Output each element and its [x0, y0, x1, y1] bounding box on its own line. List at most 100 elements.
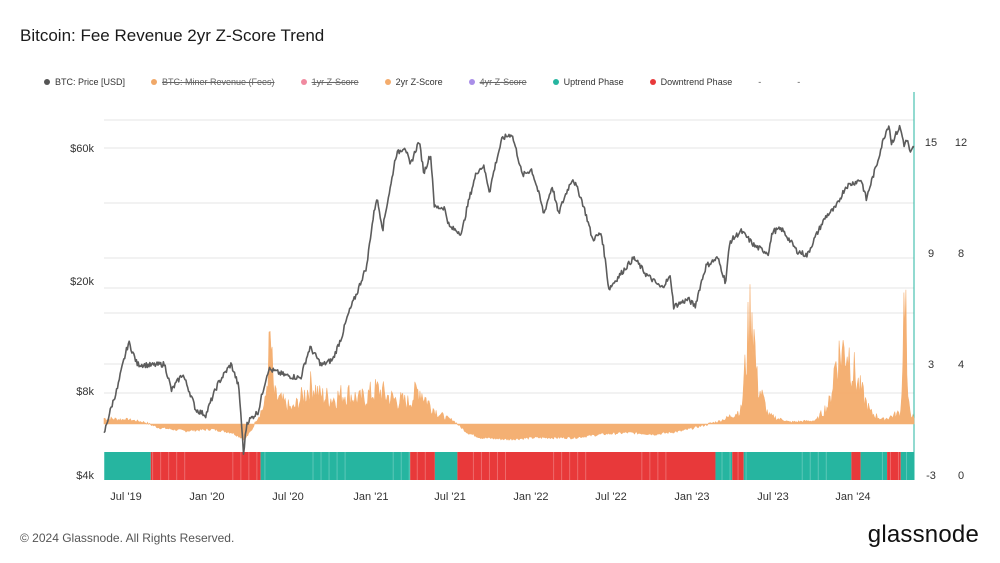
- phase-stripe: [569, 452, 571, 480]
- x-tick-label: Jan '23: [674, 491, 709, 503]
- price-line: [103, 124, 915, 455]
- legend-dot-icon: [151, 79, 158, 85]
- uptrend-phase-bar: [860, 452, 888, 480]
- legend-dot-icon: [300, 79, 307, 85]
- phase-stripe: [585, 452, 587, 480]
- y-right-outer-tick-label: 8: [958, 248, 964, 260]
- x-tick-label: Jan '24: [835, 491, 870, 503]
- uptrend-phase-bar: [715, 452, 733, 480]
- phase-stripe: [336, 452, 338, 480]
- uptrend-phase-bar: [434, 452, 458, 480]
- legend-dot-icon: [468, 79, 475, 85]
- phase-stripe: [472, 452, 474, 480]
- downtrend-phase-bar: [851, 452, 861, 480]
- phase-stripe: [160, 452, 162, 480]
- phase-stripe: [889, 452, 891, 480]
- phase-stripe: [416, 452, 418, 480]
- phase-stripe: [809, 452, 811, 480]
- phase-stripe: [657, 452, 659, 480]
- x-tick-label: Jul '23: [757, 491, 788, 503]
- grid: [104, 92, 915, 480]
- phase-stripe: [488, 452, 490, 480]
- phase-stripe: [745, 452, 747, 480]
- legend-extra-1: -: [758, 77, 762, 87]
- glassnode-logo: glassnode: [867, 521, 979, 548]
- y-right-outer-tick-label: 12: [955, 137, 967, 149]
- phase-stripe: [240, 452, 242, 480]
- uptrend-phase-bar: [260, 452, 411, 480]
- phase-stripe: [248, 452, 250, 480]
- phase-stripe: [817, 452, 819, 480]
- chart-legend: BTC: Price [USD] BTC: Miner Revenue (Fee…: [44, 77, 836, 87]
- legend-item-1yr[interactable]: 1yr Z-Score: [300, 77, 359, 87]
- x-tick-label: Jan '20: [189, 491, 224, 503]
- phase-stripe: [152, 452, 154, 480]
- zscore-area: [103, 284, 915, 441]
- downtrend-phase-bar: [887, 452, 901, 480]
- legend-item-2yr[interactable]: 2yr Z-Score: [384, 77, 443, 87]
- zscore-series: [103, 284, 915, 441]
- phase-stripe: [577, 452, 579, 480]
- phase-stripe: [320, 452, 322, 480]
- legend-item-downtrend[interactable]: Downtrend Phase: [649, 77, 732, 87]
- legend-dot-icon: [384, 79, 391, 85]
- y-left-tick-label: $8k: [76, 386, 94, 398]
- y-right-inner-tick-label: 9: [928, 248, 934, 260]
- phase-stripe: [392, 452, 394, 480]
- y-right-outer-tick-label: 0: [958, 470, 964, 482]
- legend-extra-2: -: [797, 77, 801, 87]
- uptrend-phase-bar: [743, 452, 852, 480]
- phase-stripe: [553, 452, 555, 480]
- y-right-inner-tick-label: 15: [925, 137, 937, 149]
- y-left-tick-label: $20k: [70, 276, 94, 288]
- price-series: [103, 124, 915, 455]
- x-tick-label: Jul '21: [434, 491, 465, 503]
- x-tick-label: Jul '20: [272, 491, 303, 503]
- legend-dot-icon: [649, 79, 656, 85]
- y-right-inner-tick-label: 3: [928, 359, 934, 371]
- phase-stripe: [264, 452, 266, 480]
- phase-stripe: [256, 452, 258, 480]
- phase-bar: [104, 452, 914, 480]
- phase-stripe: [737, 452, 739, 480]
- copyright-footer: © 2024 Glassnode. All Rights Reserved.: [20, 531, 235, 545]
- downtrend-phase-bar: [732, 452, 744, 480]
- y-right-inner-tick-label: -3: [926, 470, 936, 482]
- phase-stripe: [400, 452, 402, 480]
- y-right-outer-tick-label: 4: [958, 359, 964, 371]
- uptrend-phase-bar: [104, 452, 151, 480]
- phase-stripe: [104, 452, 105, 480]
- phase-stripe: [825, 452, 827, 480]
- phase-stripe: [641, 452, 643, 480]
- x-tick-label: Jan '22: [513, 491, 548, 503]
- downtrend-phase-bar: [457, 452, 716, 480]
- phase-stripe: [905, 452, 907, 480]
- x-tick-label: Jul '19: [110, 491, 141, 503]
- phase-stripe: [328, 452, 330, 480]
- legend-dot-icon: [552, 79, 559, 85]
- legend-item-fees[interactable]: BTC: Miner Revenue (Fees): [151, 77, 275, 87]
- axes: $4k $8k $20k $60k -3 3 9 15 0 4 8 12 Jul '19 Jan '20 J…: [70, 137, 967, 503]
- phase-stripe: [504, 452, 506, 480]
- uptrend-phase-bar: [900, 452, 914, 480]
- phase-stripe: [721, 452, 723, 480]
- phase-stripe: [312, 452, 314, 480]
- phase-stripe: [665, 452, 667, 480]
- phase-stripe: [480, 452, 482, 480]
- phase-stripe: [881, 452, 883, 480]
- legend-item-price[interactable]: BTC: Price [USD]: [44, 77, 125, 87]
- phase-stripe: [496, 452, 498, 480]
- phase-stripe: [801, 452, 803, 480]
- phase-stripe: [561, 452, 563, 480]
- phase-stripe: [729, 452, 731, 480]
- legend-item-4yr[interactable]: 4yr Z-Score: [468, 77, 527, 87]
- phase-stripe: [176, 452, 178, 480]
- phase-stripe: [168, 452, 170, 480]
- y-left-tick-label: $60k: [70, 143, 94, 155]
- phase-stripe: [424, 452, 426, 480]
- phase-stripe: [184, 452, 186, 480]
- x-tick-label: Jan '21: [353, 491, 388, 503]
- chart-title: Bitcoin: Fee Revenue 2yr Z-Score Trend: [20, 26, 325, 45]
- legend-item-uptrend[interactable]: Uptrend Phase: [552, 77, 624, 87]
